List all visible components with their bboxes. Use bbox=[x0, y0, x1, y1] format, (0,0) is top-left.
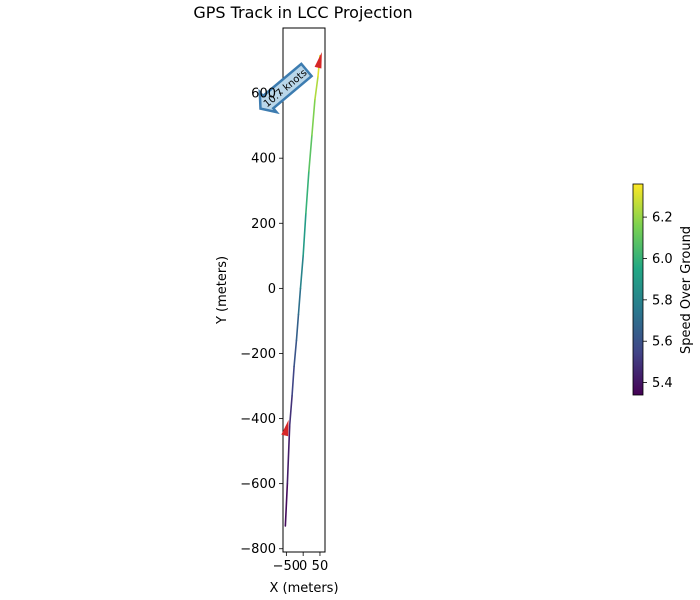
track-segment bbox=[311, 98, 316, 137]
y-tick-label: 200 bbox=[251, 217, 276, 232]
track-segment bbox=[293, 339, 298, 368]
x-axis: −500 50 bbox=[273, 552, 329, 574]
colorbar-label: Speed Over Ground bbox=[679, 226, 694, 354]
chart-title: GPS Track in LCC Projection bbox=[193, 3, 412, 22]
direction-arrow bbox=[314, 52, 322, 69]
track-segment bbox=[308, 134, 313, 173]
plot-area bbox=[282, 27, 326, 553]
track-segment bbox=[286, 424, 291, 485]
track-segment bbox=[314, 76, 319, 101]
y-tick-label: 600 bbox=[251, 87, 276, 102]
x-tick-label: 0 bbox=[299, 559, 307, 574]
x-tick-label: 50 bbox=[312, 559, 329, 574]
y-axis-label: Y (meters) bbox=[215, 256, 230, 325]
x-axis-label: X (meters) bbox=[269, 581, 338, 596]
y-tick-label: −200 bbox=[240, 347, 276, 362]
colorbar-tick-label: 6.0 bbox=[652, 252, 673, 267]
colorbar-tick-label: 5.4 bbox=[652, 376, 673, 391]
track-segment bbox=[288, 394, 293, 426]
track-segment bbox=[305, 170, 310, 215]
track-segment bbox=[295, 313, 300, 342]
y-tick-label: 0 bbox=[268, 282, 276, 297]
y-tick-label: −600 bbox=[240, 477, 276, 492]
track-segment bbox=[297, 287, 302, 316]
y-tick-label: −400 bbox=[240, 412, 276, 427]
track-segment bbox=[299, 255, 304, 290]
colorbar-tick-label: 6.2 bbox=[652, 211, 673, 226]
colorbar-tick-label: 5.8 bbox=[652, 293, 673, 308]
track-segment bbox=[302, 212, 307, 257]
track-segment bbox=[291, 365, 295, 397]
y-axis: −800 −600 −400 −200 0 200 400 600 bbox=[240, 87, 283, 557]
y-tick-label: −800 bbox=[240, 542, 276, 557]
colorbar-tick-label: 5.6 bbox=[652, 335, 673, 350]
direction-arrow bbox=[281, 419, 289, 437]
annotation-arrow-box bbox=[258, 62, 314, 115]
y-tick-label: 400 bbox=[251, 152, 276, 167]
colorbar bbox=[632, 183, 644, 396]
colorbar-ticks: 5.4 5.6 5.8 6.0 6.2 bbox=[643, 211, 673, 391]
track-segment bbox=[284, 482, 289, 527]
x-tick-label: −50 bbox=[273, 559, 300, 574]
direction-arrows bbox=[281, 52, 322, 437]
